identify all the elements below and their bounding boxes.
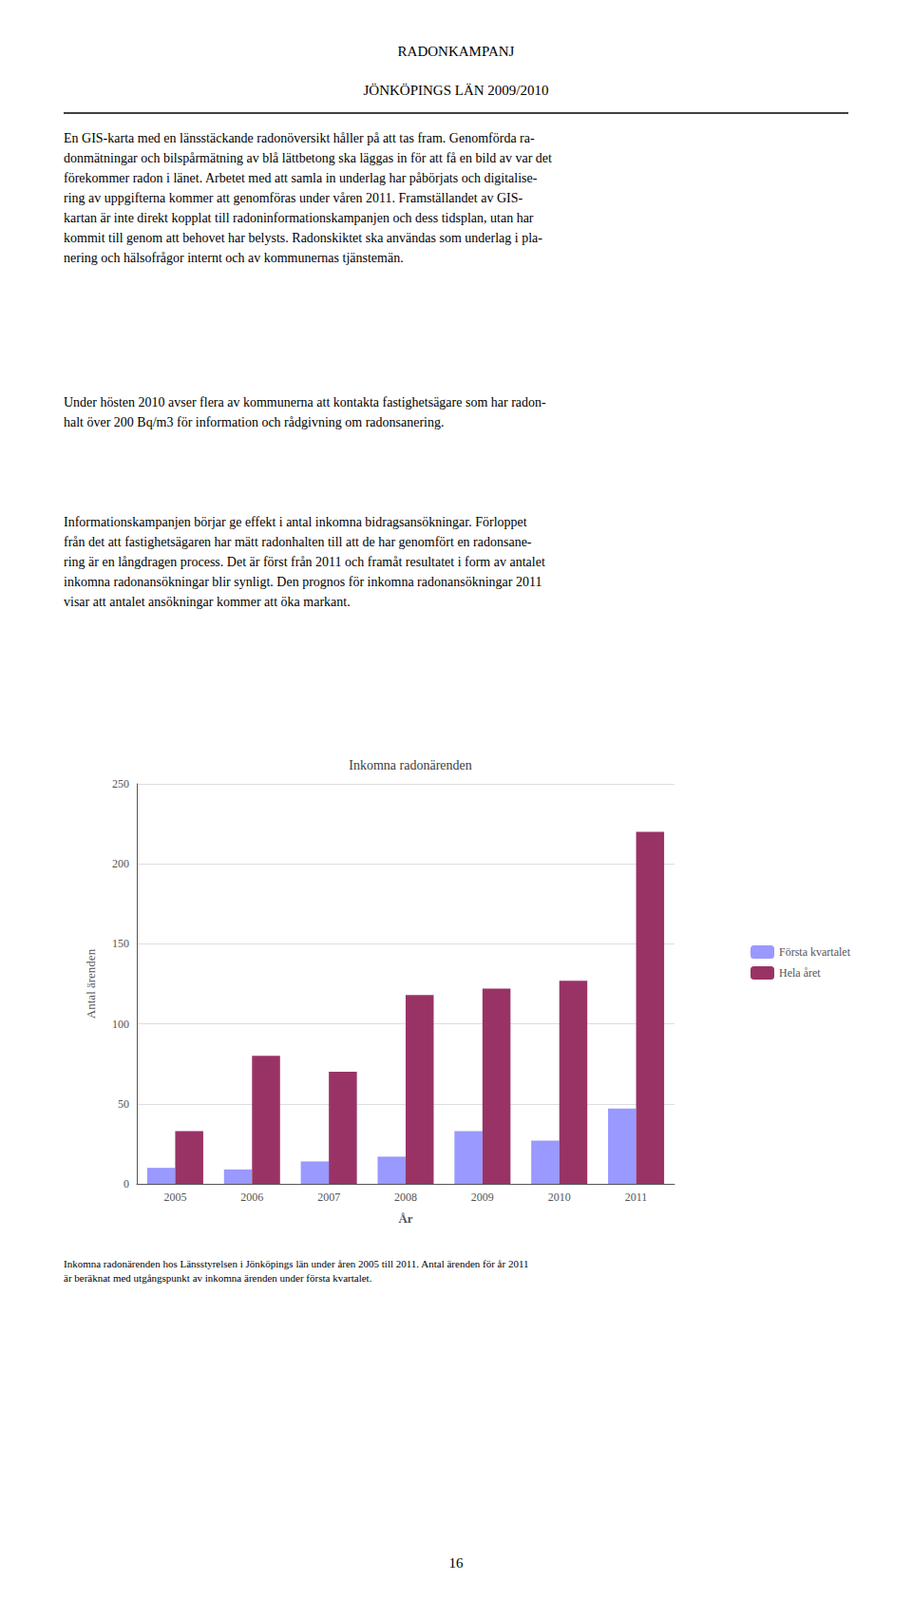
svg-text:2006: 2006 bbox=[240, 1190, 264, 1204]
svg-text:Informationskampanjen börjar g: Informationskampanjen börjar ge effekt i… bbox=[63, 514, 528, 530]
svg-text:Hela året: Hela året bbox=[779, 966, 821, 980]
svg-text:ring av uppgifterna kommer att: ring av uppgifterna kommer att genomföra… bbox=[63, 190, 523, 206]
svg-text:Första kvartalet: Första kvartalet bbox=[779, 945, 852, 959]
svg-text:Antal ärenden: Antal ärenden bbox=[83, 948, 98, 1019]
svg-text:År: År bbox=[398, 1211, 413, 1226]
svg-text:Inkomna radonärenden: Inkomna radonärenden bbox=[348, 758, 472, 773]
svg-text:16: 16 bbox=[449, 1555, 465, 1571]
svg-text:från det att fastighetsägaren: från det att fastighetsägaren har mätt r… bbox=[63, 534, 532, 550]
svg-text:kommit till genom att behovet: kommit till genom att behovet har belyst… bbox=[63, 230, 543, 246]
svg-text:nering och hälsofrågor internt: nering och hälsofrågor internt och av ko… bbox=[63, 250, 404, 266]
svg-text:2009: 2009 bbox=[471, 1190, 494, 1204]
svg-text:Under hösten 2010 avser flera: Under hösten 2010 avser flera av kommune… bbox=[63, 395, 547, 410]
svg-text:Inkomna radonärenden hos Länss: Inkomna radonärenden hos Länsstyrelsen i… bbox=[63, 1257, 529, 1270]
svg-text:2005: 2005 bbox=[163, 1190, 187, 1204]
svg-text:250: 250 bbox=[112, 777, 130, 791]
svg-text:2010: 2010 bbox=[548, 1190, 571, 1204]
svg-text:förekommer radon i länet. Arbe: förekommer radon i länet. Arbetet med at… bbox=[63, 171, 538, 186]
svg-text:är beräknat med utgångspunkt a: är beräknat med utgångspunkt av inkomna … bbox=[63, 1272, 373, 1284]
svg-text:200: 200 bbox=[112, 856, 130, 871]
svg-text:ring är en långdragen process.: ring är en långdragen process. Det är fö… bbox=[63, 554, 546, 570]
svg-text:visar att antalet ansökningar: visar att antalet ansökningar kommer att… bbox=[63, 594, 351, 609]
svg-text:RADONKAMPANJ: RADONKAMPANJ bbox=[398, 43, 515, 59]
svg-text:donmätningar och bilspårmätnin: donmätningar och bilspårmätning av blå l… bbox=[63, 151, 552, 166]
svg-text:50: 50 bbox=[117, 1097, 130, 1111]
svg-text:inkomna radonansökningar blir: inkomna radonansökningar blir synligt. D… bbox=[63, 574, 542, 589]
svg-text:2007: 2007 bbox=[317, 1190, 341, 1204]
svg-text:0: 0 bbox=[123, 1177, 130, 1191]
svg-text:JÖNKÖPINGS LÄN 2009/2010: JÖNKÖPINGS LÄN 2009/2010 bbox=[362, 82, 549, 98]
svg-text:100: 100 bbox=[112, 1017, 130, 1031]
svg-text:kartan är inte direkt kopplat: kartan är inte direkt kopplat till radon… bbox=[63, 210, 534, 226]
svg-text:2011: 2011 bbox=[625, 1190, 648, 1204]
svg-text:2008: 2008 bbox=[394, 1190, 418, 1204]
svg-text:halt över 200 Bq/m3 för inform: halt över 200 Bq/m3 för information och … bbox=[63, 415, 444, 430]
svg-text:En GIS-karta med en länsstäcka: En GIS-karta med en länsstäckande radonö… bbox=[63, 131, 535, 146]
svg-text:150: 150 bbox=[112, 936, 130, 950]
